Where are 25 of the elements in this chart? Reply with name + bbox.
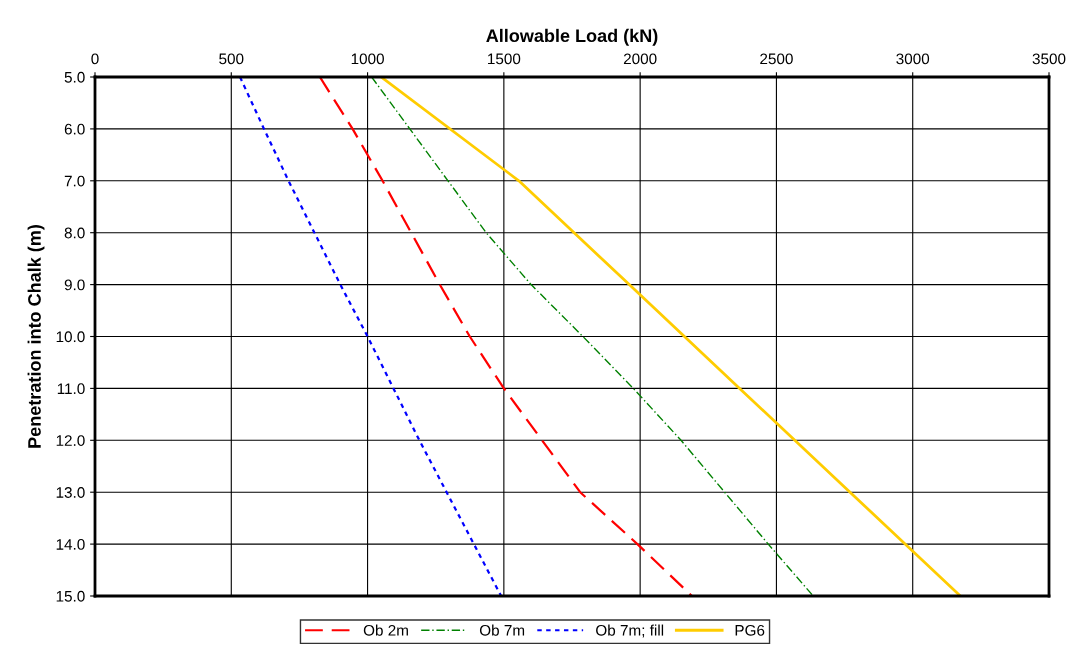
x-axis-title: Allowable Load (kN)	[486, 28, 658, 46]
y-axis-title: Penetration into Chalk (m)	[27, 225, 45, 448]
y-tick-label: 9.0	[64, 279, 85, 291]
legend-label: PG6	[735, 624, 765, 636]
y-tick-label: 15.0	[56, 590, 85, 602]
legend-label: Ob 7m; fill	[596, 624, 664, 638]
legend-label: Ob 2m	[363, 624, 408, 636]
x-tick-label: 2500	[760, 53, 793, 65]
y-tick-label: 5.0	[64, 71, 85, 83]
y-tick-label: 10.0	[56, 331, 85, 343]
y-tick-label: 7.0	[64, 175, 85, 187]
y-tick-label: 14.0	[56, 538, 85, 550]
y-tick-label: 6.0	[64, 123, 85, 135]
x-tick-label: 1500	[488, 53, 521, 65]
x-tick-label: 1000	[351, 53, 384, 65]
legend-label: Ob 7m	[479, 624, 525, 636]
x-tick-label: 500	[219, 53, 244, 65]
y-tick-label: 8.0	[64, 227, 85, 239]
x-tick-label: 3500	[1032, 53, 1066, 65]
x-tick-label: 2000	[623, 53, 657, 65]
x-tick-label: 3000	[896, 53, 930, 65]
x-tick-label: 0	[91, 53, 99, 65]
y-tick-label: 13.0	[56, 487, 85, 498]
y-tick-label: 12.0	[56, 435, 85, 446]
y-tick-label: 11.0	[57, 383, 85, 395]
